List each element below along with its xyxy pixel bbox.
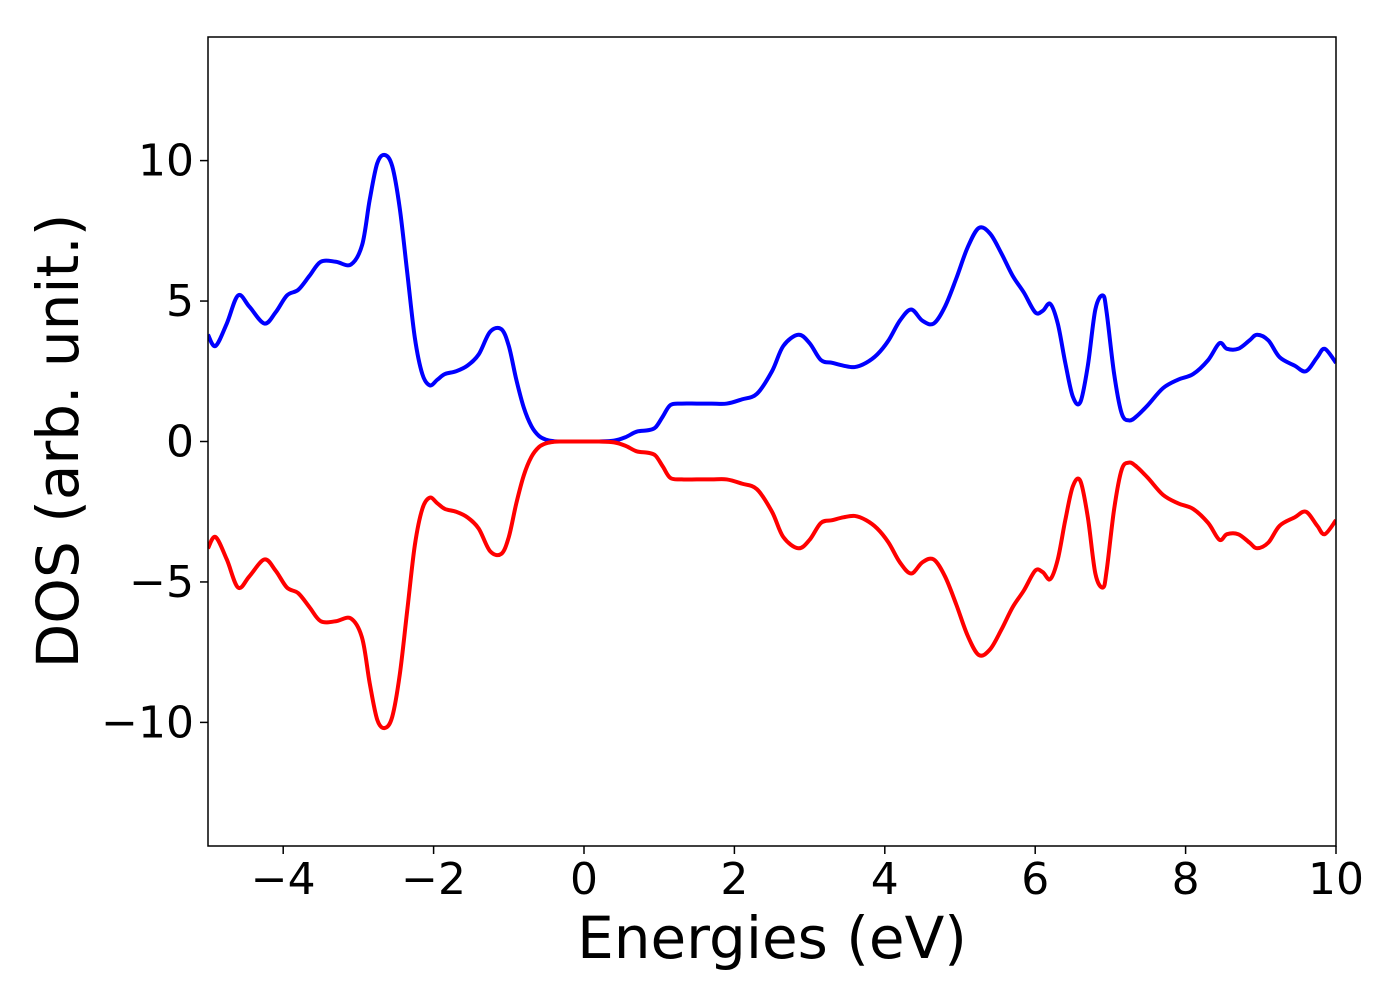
x-tick-label: −4 [251,854,316,905]
y-tick-label: 5 [166,276,194,327]
y-tick-label: 10 [138,136,194,187]
series-line-1 [208,439,1336,731]
x-axis-ticks: −4 −2 0 2 4 6 8 10 [251,846,1364,905]
x-tick-label: 2 [720,854,748,905]
x-axis-title: Energies (eV) [577,904,967,972]
x-tick-label: 6 [1021,854,1049,905]
y-tick-label: −10 [101,697,194,748]
y-axis-title: DOS (arb. unit.) [24,214,92,669]
y-axis-ticks: −10 −5 0 5 10 [101,136,208,748]
y-tick-label: 0 [166,417,194,468]
x-tick-label: 8 [1172,854,1200,905]
x-tick-label: 4 [871,854,899,905]
x-tick-label: −2 [401,854,466,905]
x-tick-label: 10 [1308,854,1364,905]
series-line-0 [208,152,1336,444]
x-tick-label: 0 [570,854,598,905]
y-tick-label: −5 [129,557,194,608]
series-layer [208,152,1336,731]
